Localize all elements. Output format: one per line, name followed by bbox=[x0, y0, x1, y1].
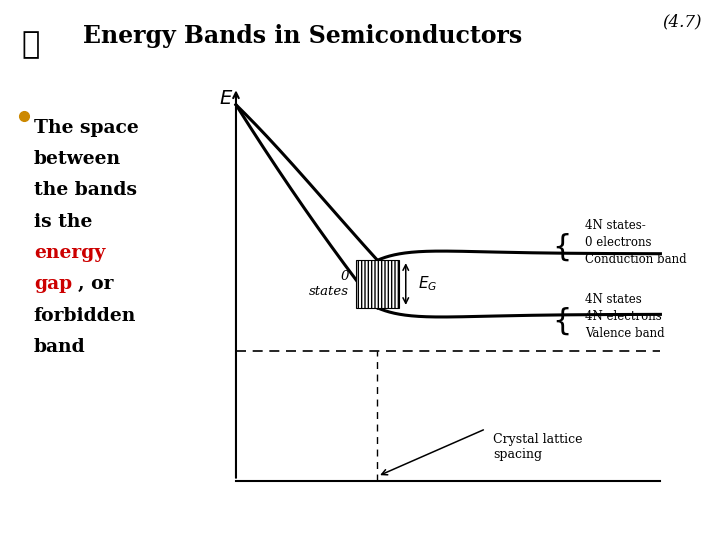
Text: forbidden: forbidden bbox=[34, 307, 136, 325]
Text: 0
states: 0 states bbox=[309, 270, 349, 298]
Text: $E_G$: $E_G$ bbox=[418, 275, 437, 293]
Text: $E$: $E$ bbox=[220, 90, 234, 107]
Text: the bands: the bands bbox=[34, 181, 137, 199]
Text: is the: is the bbox=[34, 213, 92, 231]
Text: band: band bbox=[34, 338, 86, 356]
Text: Crystal lattice
spacing: Crystal lattice spacing bbox=[493, 433, 582, 461]
Text: 4N states-
0 electrons
Conduction band: 4N states- 0 electrons Conduction band bbox=[585, 219, 687, 266]
Text: (4.7): (4.7) bbox=[662, 14, 702, 30]
Text: , or: , or bbox=[78, 275, 114, 293]
Text: Energy Bands in Semiconductors: Energy Bands in Semiconductors bbox=[83, 24, 522, 48]
Text: {: { bbox=[552, 233, 572, 262]
Text: 4N states
4N electrons
Valence band: 4N states 4N electrons Valence band bbox=[585, 293, 665, 340]
Text: between: between bbox=[34, 150, 121, 168]
Text: ⛪: ⛪ bbox=[22, 30, 40, 59]
Text: The space: The space bbox=[34, 119, 138, 137]
Text: energy: energy bbox=[34, 244, 105, 262]
Text: {: { bbox=[552, 306, 572, 335]
Text: gap: gap bbox=[34, 275, 72, 293]
Bar bbox=[356, 260, 399, 308]
